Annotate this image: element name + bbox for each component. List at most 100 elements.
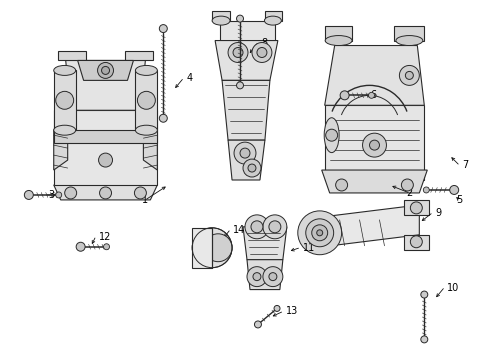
Polygon shape <box>54 130 157 143</box>
Circle shape <box>263 267 282 287</box>
Polygon shape <box>394 26 424 41</box>
Ellipse shape <box>324 118 339 153</box>
Circle shape <box>234 142 255 164</box>
Polygon shape <box>58 50 85 60</box>
Ellipse shape <box>135 125 157 135</box>
Text: 11: 11 <box>302 243 314 253</box>
Ellipse shape <box>212 16 229 25</box>
Circle shape <box>134 187 146 199</box>
Circle shape <box>250 221 263 233</box>
Circle shape <box>227 42 247 62</box>
Circle shape <box>102 67 109 75</box>
Circle shape <box>325 129 337 141</box>
Circle shape <box>305 219 333 247</box>
Polygon shape <box>143 110 157 170</box>
Circle shape <box>76 242 85 251</box>
Polygon shape <box>324 45 424 105</box>
Text: 1: 1 <box>142 195 148 205</box>
Circle shape <box>192 228 232 268</box>
Circle shape <box>99 153 112 167</box>
Circle shape <box>273 305 280 311</box>
Polygon shape <box>215 41 277 80</box>
Circle shape <box>233 48 243 58</box>
Text: 6: 6 <box>370 90 376 100</box>
Circle shape <box>251 42 271 62</box>
Text: 12: 12 <box>99 232 111 242</box>
Circle shape <box>405 71 412 80</box>
Circle shape <box>56 91 74 109</box>
Circle shape <box>100 187 111 199</box>
Circle shape <box>103 244 109 250</box>
Circle shape <box>246 267 266 287</box>
Ellipse shape <box>135 66 157 75</box>
Circle shape <box>399 66 419 85</box>
Text: 9: 9 <box>434 208 441 218</box>
Polygon shape <box>404 200 428 215</box>
Text: 14: 14 <box>233 225 245 235</box>
Polygon shape <box>125 50 153 60</box>
Polygon shape <box>227 140 264 180</box>
Circle shape <box>449 185 458 194</box>
Circle shape <box>203 234 232 262</box>
Polygon shape <box>220 21 274 41</box>
Polygon shape <box>222 80 269 140</box>
Ellipse shape <box>395 36 422 45</box>
Circle shape <box>252 273 261 280</box>
Polygon shape <box>54 110 157 185</box>
Polygon shape <box>54 110 67 170</box>
Polygon shape <box>54 185 157 200</box>
Circle shape <box>268 221 280 233</box>
Polygon shape <box>212 11 229 21</box>
Polygon shape <box>246 260 282 289</box>
Circle shape <box>159 24 167 32</box>
Circle shape <box>335 179 347 191</box>
Circle shape <box>247 164 255 172</box>
Text: 4: 4 <box>186 73 192 84</box>
Circle shape <box>409 236 422 248</box>
Circle shape <box>98 62 113 78</box>
Circle shape <box>263 215 286 239</box>
Ellipse shape <box>264 16 281 25</box>
Circle shape <box>420 336 427 343</box>
Text: 3: 3 <box>49 190 55 200</box>
Polygon shape <box>135 71 157 130</box>
Circle shape <box>236 82 243 89</box>
Ellipse shape <box>54 125 76 135</box>
Text: 8: 8 <box>261 37 266 48</box>
Polygon shape <box>54 71 76 130</box>
Polygon shape <box>321 170 427 193</box>
Text: 10: 10 <box>447 283 459 293</box>
Circle shape <box>316 230 322 236</box>
Circle shape <box>159 114 167 122</box>
Polygon shape <box>264 11 281 21</box>
Circle shape <box>362 133 386 157</box>
Polygon shape <box>324 105 424 180</box>
Polygon shape <box>65 60 145 110</box>
Circle shape <box>137 91 155 109</box>
Text: 2: 2 <box>406 188 412 198</box>
Circle shape <box>268 273 276 280</box>
Circle shape <box>420 291 427 298</box>
Circle shape <box>24 190 33 199</box>
Circle shape <box>254 321 261 328</box>
Circle shape <box>236 15 243 22</box>
Circle shape <box>409 202 422 214</box>
Text: 5: 5 <box>455 195 462 205</box>
Polygon shape <box>324 26 351 41</box>
Circle shape <box>297 211 341 255</box>
Text: 7: 7 <box>461 160 468 170</box>
Circle shape <box>401 179 412 191</box>
Polygon shape <box>192 228 212 268</box>
Circle shape <box>311 225 327 241</box>
Circle shape <box>240 148 249 158</box>
Ellipse shape <box>54 66 76 75</box>
Circle shape <box>56 192 61 198</box>
Text: 13: 13 <box>285 306 298 316</box>
Polygon shape <box>314 205 419 248</box>
Circle shape <box>244 215 268 239</box>
Circle shape <box>243 159 261 177</box>
Circle shape <box>423 187 428 193</box>
Ellipse shape <box>325 36 351 45</box>
Circle shape <box>369 140 379 150</box>
Circle shape <box>256 48 266 58</box>
